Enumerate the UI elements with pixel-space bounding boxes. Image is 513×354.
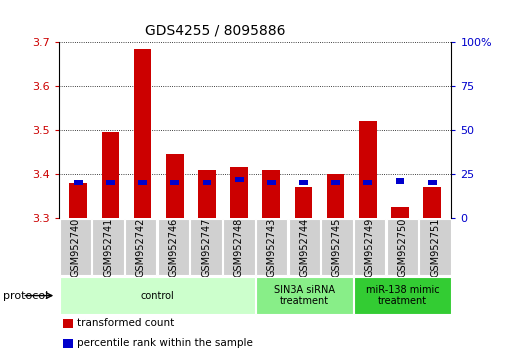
Text: percentile rank within the sample: percentile rank within the sample: [76, 338, 252, 348]
Bar: [420, 219, 451, 275]
Bar: [230, 167, 248, 218]
Bar: [223, 219, 254, 275]
Bar: [321, 219, 352, 275]
Bar: [256, 219, 287, 275]
Text: GSM952750: GSM952750: [398, 217, 407, 276]
Bar: [289, 219, 320, 275]
Bar: [190, 219, 222, 275]
Bar: [423, 187, 441, 218]
Bar: [299, 180, 308, 185]
Bar: [170, 180, 179, 185]
Text: GSM952749: GSM952749: [365, 217, 374, 276]
Bar: [354, 219, 385, 275]
Bar: [138, 180, 147, 185]
Bar: [60, 277, 254, 314]
Bar: [158, 219, 189, 275]
Bar: [92, 219, 124, 275]
Text: GDS4255 / 8095886: GDS4255 / 8095886: [145, 23, 286, 37]
Bar: [63, 319, 73, 327]
Text: GSM952745: GSM952745: [332, 217, 342, 276]
Bar: [267, 180, 275, 185]
Bar: [125, 219, 156, 275]
Bar: [74, 180, 83, 185]
Bar: [102, 132, 120, 218]
Text: protocol: protocol: [3, 291, 48, 301]
Bar: [396, 178, 404, 183]
Bar: [134, 49, 151, 218]
Text: GSM952751: GSM952751: [430, 217, 440, 276]
Text: GSM952744: GSM952744: [299, 217, 309, 276]
Text: GSM952742: GSM952742: [136, 217, 146, 276]
Bar: [166, 154, 184, 218]
Text: GSM952746: GSM952746: [168, 217, 179, 276]
Bar: [428, 180, 437, 185]
Bar: [63, 339, 73, 348]
Bar: [106, 180, 115, 185]
Bar: [263, 170, 280, 218]
Text: transformed count: transformed count: [76, 318, 174, 328]
Text: GSM952740: GSM952740: [70, 217, 81, 276]
Text: GSM952741: GSM952741: [103, 217, 113, 276]
Bar: [60, 219, 91, 275]
Text: GSM952743: GSM952743: [267, 217, 277, 276]
Text: control: control: [140, 291, 174, 301]
Text: miR-138 mimic
treatment: miR-138 mimic treatment: [366, 285, 439, 307]
Bar: [198, 170, 216, 218]
Bar: [391, 207, 409, 218]
Text: GSM952748: GSM952748: [234, 217, 244, 276]
Bar: [327, 174, 345, 218]
Bar: [354, 277, 451, 314]
Bar: [331, 180, 340, 185]
Bar: [359, 121, 377, 218]
Bar: [69, 183, 87, 218]
Bar: [363, 180, 372, 185]
Bar: [387, 219, 418, 275]
Bar: [294, 187, 312, 218]
Bar: [235, 177, 244, 182]
Bar: [256, 277, 352, 314]
Text: GSM952747: GSM952747: [201, 217, 211, 276]
Bar: [203, 180, 211, 185]
Text: SIN3A siRNA
treatment: SIN3A siRNA treatment: [274, 285, 335, 307]
